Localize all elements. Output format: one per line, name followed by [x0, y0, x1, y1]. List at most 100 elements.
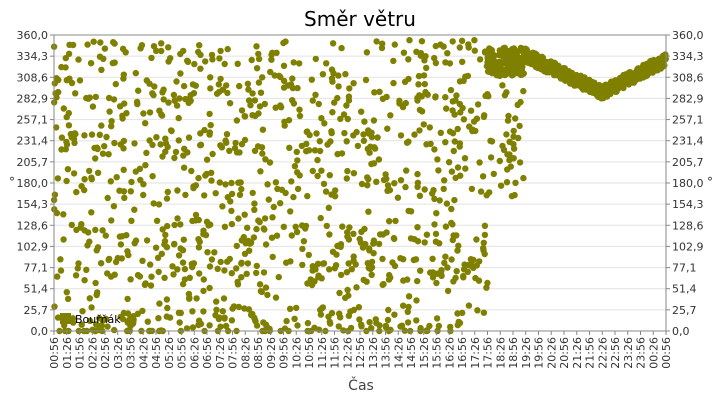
data-point — [343, 138, 350, 145]
data-point — [207, 221, 214, 228]
data-point — [387, 112, 394, 119]
data-point — [290, 59, 297, 66]
data-point — [405, 138, 412, 145]
data-point — [459, 58, 466, 65]
data-point — [499, 142, 506, 150]
y-tick-label: 231,4 — [17, 135, 49, 148]
data-point — [83, 266, 90, 273]
data-point — [481, 222, 489, 229]
data-point — [190, 184, 197, 192]
data-point — [405, 56, 412, 63]
y-tick-label: 102,9 — [672, 240, 704, 253]
data-point — [67, 130, 75, 138]
data-point — [163, 195, 171, 202]
y-axis-label-left: ° — [9, 175, 15, 189]
data-point — [502, 67, 509, 75]
data-point — [163, 296, 171, 303]
data-point — [405, 75, 412, 83]
data-point — [358, 321, 365, 328]
data-point — [140, 191, 147, 199]
data-point — [75, 56, 82, 63]
y-tick-label: 360,0 — [17, 29, 49, 42]
x-tick-label: 03:56 — [125, 337, 138, 369]
x-tick-label: 08:56 — [252, 337, 265, 369]
data-point — [171, 221, 178, 229]
data-point — [512, 179, 519, 186]
data-point — [592, 83, 600, 91]
y-tick-label: 154,3 — [17, 198, 49, 211]
data-point — [456, 143, 463, 150]
data-point — [405, 293, 413, 300]
x-tick-label: 11:26 — [316, 337, 329, 369]
data-point — [214, 265, 221, 272]
data-point — [641, 73, 649, 80]
y-tick-label: 154,3 — [672, 198, 704, 211]
data-point — [139, 307, 146, 315]
data-point — [373, 38, 380, 45]
data-point — [530, 52, 537, 59]
data-point — [331, 99, 338, 106]
data-point — [459, 309, 466, 317]
data-point — [437, 129, 444, 136]
data-point — [375, 156, 383, 163]
data-point — [185, 134, 193, 141]
data-point — [72, 272, 80, 279]
data-point — [153, 47, 160, 54]
data-point — [111, 139, 118, 147]
data-point — [387, 274, 394, 281]
data-point — [505, 112, 512, 120]
data-point — [390, 79, 397, 87]
data-point — [207, 121, 214, 129]
data-point — [206, 263, 214, 270]
data-point — [633, 69, 640, 76]
data-point — [475, 277, 483, 284]
data-point — [386, 186, 394, 194]
data-point — [481, 250, 488, 258]
data-point — [120, 166, 127, 173]
data-point — [143, 237, 151, 244]
data-point — [208, 256, 216, 263]
data-point — [490, 170, 497, 178]
data-point — [375, 240, 383, 248]
data-point — [362, 76, 370, 84]
data-point — [236, 82, 243, 90]
data-point — [105, 256, 112, 264]
data-point — [233, 265, 240, 272]
data-point — [195, 244, 203, 251]
data-point — [292, 223, 299, 230]
data-point — [175, 252, 183, 259]
y-tick-label: 25,7 — [672, 304, 697, 317]
data-point — [365, 127, 372, 134]
data-point — [461, 155, 469, 162]
data-point — [219, 308, 226, 315]
x-tick-label: 01:56 — [74, 337, 87, 369]
data-point — [108, 217, 115, 224]
data-point — [379, 255, 386, 263]
data-point — [54, 314, 62, 321]
data-point — [206, 322, 213, 329]
data-point — [200, 227, 207, 234]
data-point — [449, 221, 456, 228]
data-point — [307, 276, 314, 283]
data-point — [484, 279, 491, 287]
data-point — [431, 195, 438, 203]
data-point — [189, 324, 197, 331]
data-point — [288, 178, 295, 185]
data-point — [111, 59, 118, 66]
data-point — [385, 306, 392, 314]
data-point — [62, 146, 69, 153]
data-point — [420, 72, 428, 79]
data-point — [384, 182, 392, 189]
data-point — [391, 180, 398, 187]
data-point — [234, 278, 241, 286]
data-point — [58, 134, 66, 141]
data-point — [415, 72, 423, 80]
data-point — [197, 51, 204, 59]
data-point — [92, 279, 99, 287]
data-point — [427, 140, 434, 147]
data-point — [223, 139, 230, 146]
x-tick-label: 17:56 — [482, 337, 495, 369]
data-point — [94, 169, 102, 176]
data-point — [208, 51, 216, 59]
data-point — [127, 276, 134, 283]
